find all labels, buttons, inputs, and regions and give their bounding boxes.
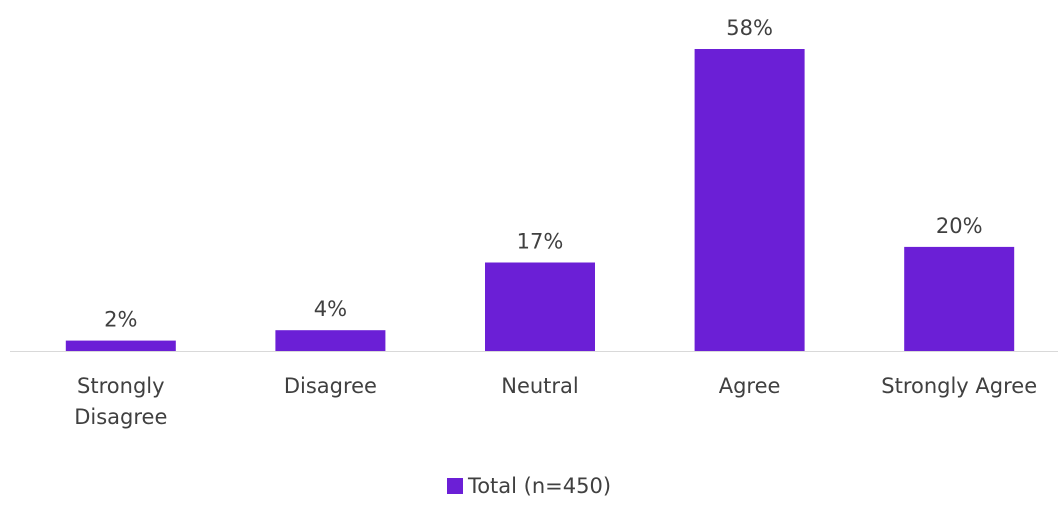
data-label: 20% xyxy=(936,214,983,238)
data-label: 4% xyxy=(314,297,347,321)
bar xyxy=(485,262,595,351)
legend-swatch xyxy=(446,478,463,494)
legend-label: Total (n=450) xyxy=(467,474,612,498)
bar xyxy=(694,49,805,351)
category-label: Strongly Agree xyxy=(881,374,1037,398)
data-label: 2% xyxy=(104,308,137,332)
category-label: Disagree xyxy=(74,405,167,429)
legend: Total (n=450) xyxy=(0,474,1058,498)
chart-plot: 2% Strongly Disagree 4% Disagree 17% Neutral 58… xyxy=(10,16,1058,429)
category-label: Strongly xyxy=(77,374,165,398)
category-label: Disagree xyxy=(284,374,377,398)
category-label: Agree xyxy=(719,374,781,398)
legend-item: Total (n=450) xyxy=(446,474,612,498)
bar xyxy=(275,330,386,351)
category-label: Neutral xyxy=(501,374,579,398)
data-label: 58% xyxy=(726,16,773,40)
data-label: 17% xyxy=(517,230,564,254)
bar xyxy=(904,246,1015,351)
bar xyxy=(65,340,176,351)
